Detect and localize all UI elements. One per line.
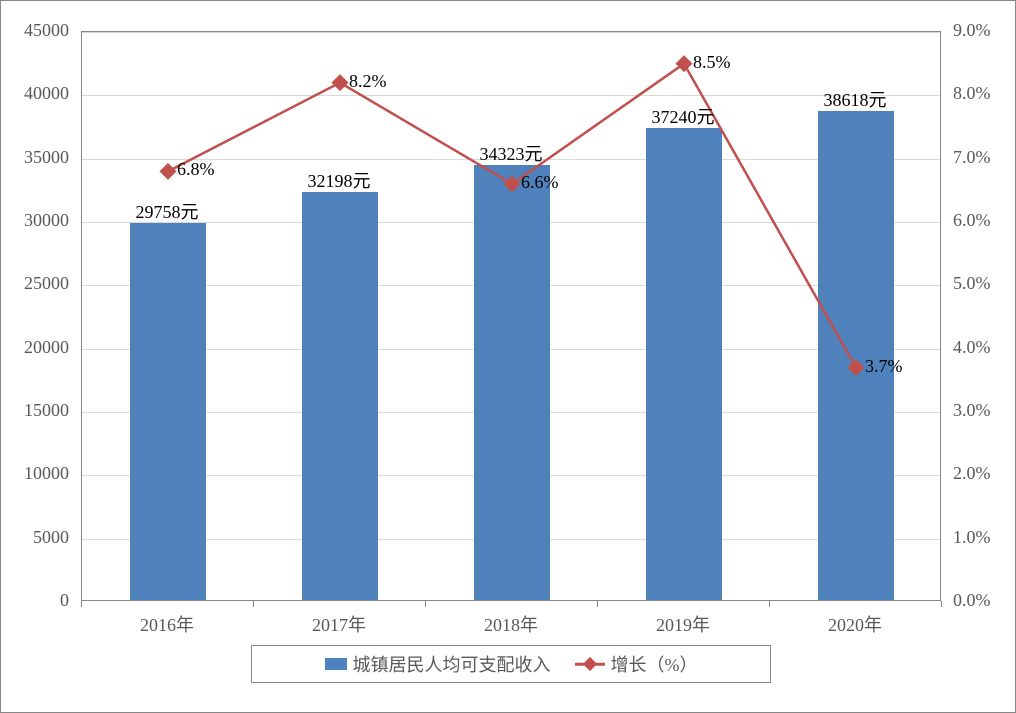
- legend-bar-label: 城镇居民人均可支配收入: [353, 651, 551, 677]
- bar-value-label: 38618元: [795, 86, 915, 112]
- y-left-tick-label: 5000: [1, 527, 69, 548]
- bar-value-label: 29758元: [107, 198, 227, 224]
- line-layer: [82, 32, 942, 602]
- x-tick-label: 2020年: [769, 611, 941, 637]
- legend-line-label: 增长（%）: [611, 651, 698, 677]
- line-marker-icon: [160, 163, 177, 180]
- legend: 城镇居民人均可支配收入 增长（%）: [251, 645, 771, 683]
- bar-value-label: 37240元: [623, 103, 743, 129]
- y-right-tick-label: 3.0%: [953, 400, 991, 421]
- y-right-tick-label: 0.0%: [953, 590, 991, 611]
- line-swatch-icon: [575, 657, 605, 671]
- y-left-tick-label: 45000: [1, 20, 69, 41]
- y-right-tick-label: 2.0%: [953, 463, 991, 484]
- line-value-label: 6.8%: [177, 159, 215, 180]
- x-tick-label: 2016年: [81, 611, 253, 637]
- y-left-tick-label: 35000: [1, 147, 69, 168]
- y-right-tick-label: 4.0%: [953, 337, 991, 358]
- x-tick: [425, 601, 426, 607]
- y-right-tick-label: 9.0%: [953, 20, 991, 41]
- x-tick: [941, 601, 942, 607]
- y-left-tick-label: 15000: [1, 400, 69, 421]
- line-marker-icon: [848, 359, 865, 376]
- y-left-tick-label: 30000: [1, 210, 69, 231]
- y-right-tick-label: 1.0%: [953, 527, 991, 548]
- y-left-tick-label: 0: [1, 590, 69, 611]
- bar-value-label: 34323元: [451, 140, 571, 166]
- bar-value-label: 32198元: [279, 167, 399, 193]
- line-marker-icon: [504, 176, 521, 193]
- y-left-tick-label: 25000: [1, 273, 69, 294]
- x-tick: [597, 601, 598, 607]
- y-left-tick-label: 40000: [1, 83, 69, 104]
- line-value-label: 3.7%: [865, 356, 903, 377]
- chart-container: 城镇居民人均可支配收入 增长（%） 0 5000 10000 15000 20000 25…: [0, 0, 1016, 713]
- line-value-label: 6.6%: [521, 172, 559, 193]
- x-tick: [253, 601, 254, 607]
- legend-item-line: 增长（%）: [575, 651, 698, 677]
- x-tick: [769, 601, 770, 607]
- line-value-label: 8.2%: [349, 71, 387, 92]
- line-value-label: 8.5%: [693, 52, 731, 73]
- y-left-tick-label: 20000: [1, 337, 69, 358]
- x-tick-label: 2019年: [597, 611, 769, 637]
- x-tick-label: 2018年: [425, 611, 597, 637]
- y-right-tick-label: 7.0%: [953, 147, 991, 168]
- y-right-tick-label: 8.0%: [953, 83, 991, 104]
- plot-area: [81, 31, 941, 601]
- y-right-tick-label: 6.0%: [953, 210, 991, 231]
- x-tick: [81, 601, 82, 607]
- line-marker-icon: [676, 55, 693, 72]
- y-left-tick-label: 10000: [1, 463, 69, 484]
- x-tick-label: 2017年: [253, 611, 425, 637]
- line-marker-icon: [332, 74, 349, 91]
- y-right-tick-label: 5.0%: [953, 273, 991, 294]
- legend-item-bar: 城镇居民人均可支配收入: [325, 651, 551, 677]
- bar-swatch-icon: [325, 658, 347, 670]
